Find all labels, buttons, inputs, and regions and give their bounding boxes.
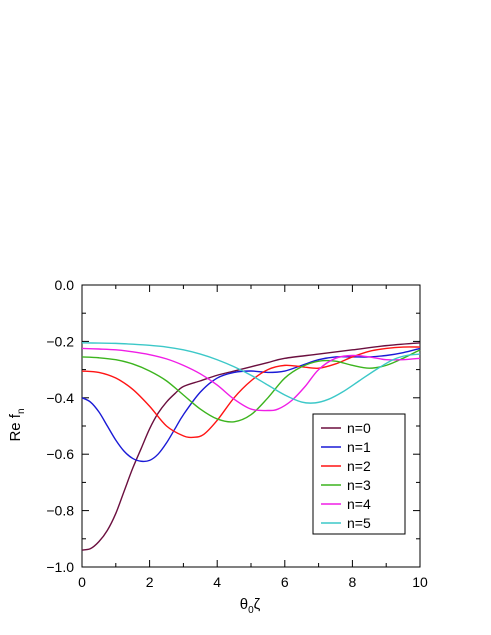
legend-item: n=1 [321, 439, 371, 455]
y-tick-label: 0.0 [55, 277, 75, 293]
legend-box [312, 413, 406, 535]
series-line-n4 [81, 347, 421, 412]
y-tick-label: −0.2 [46, 333, 74, 349]
x-tick-label: 10 [412, 574, 428, 590]
series-line-n5 [81, 342, 421, 404]
y-tick-label: −0.6 [46, 446, 74, 462]
legend-item: n=5 [321, 515, 371, 531]
series-line-n1 [81, 347, 421, 463]
legend-label: n=0 [347, 420, 371, 436]
legend-item: n=4 [321, 496, 371, 512]
legend-label: n=5 [347, 515, 371, 531]
y-axis-title-main: Re f [7, 413, 24, 441]
legend-item: n=3 [321, 477, 371, 493]
series-line-n0 [81, 342, 421, 551]
x-tick-label: 4 [213, 574, 221, 590]
legend-label: n=2 [347, 458, 371, 474]
x-axis-title-sub: 0 [248, 605, 254, 616]
y-tick-label: −1.0 [46, 559, 74, 575]
x-tick-labels: 0 2 4 6 8 10 [78, 574, 428, 590]
series-line-n3 [81, 349, 421, 423]
legend-item: n=2 [321, 458, 371, 474]
axis-ticks [81, 284, 421, 568]
y-axis-title-sub: n [16, 408, 27, 414]
y-tick-label: −0.4 [46, 390, 74, 406]
x-axis-title: θ0ζ [240, 596, 261, 616]
y-tick-label: −0.8 [46, 503, 74, 519]
x-tick-label: 2 [146, 574, 154, 590]
legend-label: n=4 [347, 496, 371, 512]
x-tick-label: 0 [78, 574, 86, 590]
y-tick-labels: −1.0 −0.8 −0.6 −0.4 −0.2 0.0 [46, 277, 74, 575]
x-tick-label: 6 [281, 574, 289, 590]
series-layer [81, 342, 421, 551]
legend-label: n=3 [347, 477, 371, 493]
x-tick-label: 8 [349, 574, 357, 590]
series-line-n2 [81, 346, 421, 439]
legend-label: n=1 [347, 439, 371, 455]
legend-item: n=0 [321, 420, 371, 436]
x-axis-title-tail: ζ [254, 596, 261, 613]
y-axis-title: Re fn [7, 408, 27, 441]
legend: n=0 n=1 n=2 n=3 n=4 n=5 [312, 413, 406, 535]
x-axis-title-main: θ [240, 596, 248, 613]
